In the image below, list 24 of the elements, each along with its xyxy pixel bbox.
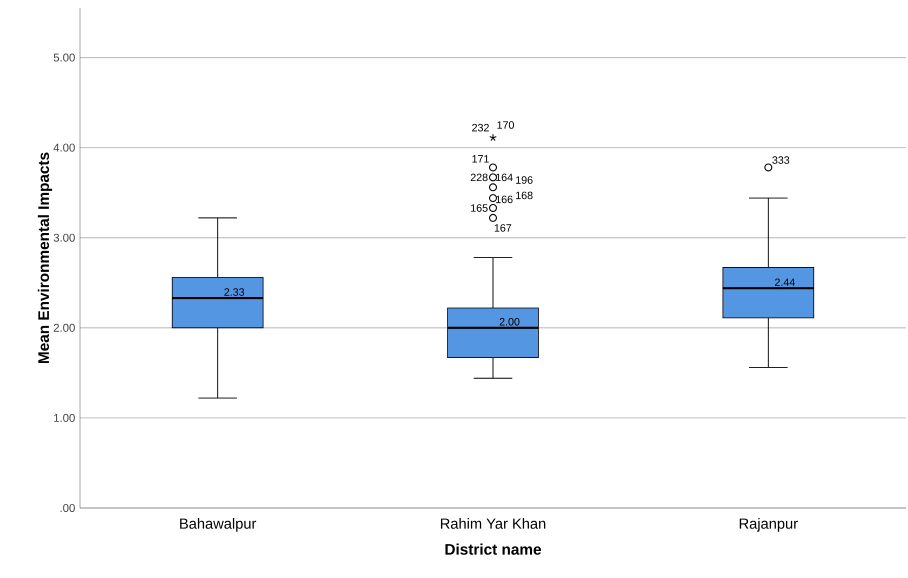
annotation: 232: [472, 124, 489, 132]
annotation: 166: [496, 196, 513, 204]
annotation: 196: [516, 176, 533, 184]
annotation: 171: [472, 155, 489, 163]
annotation: 228: [470, 174, 488, 182]
annotation: 2.00: [500, 318, 520, 326]
y-tick-label: 4.00: [53, 144, 75, 152]
x-tick-label: Rajanpur: [740, 518, 798, 532]
x-axis-title: District name: [445, 544, 542, 555]
y-tick-label: .00: [60, 504, 75, 512]
annotation: 2.33: [224, 288, 244, 296]
x-tick-label: Rahim Yar Khan: [440, 518, 546, 529]
annotation: 168: [516, 192, 533, 200]
annotation: 2.44: [775, 278, 795, 286]
y-tick-label: 3.00: [54, 234, 75, 242]
annotation: 170: [497, 121, 514, 129]
annotation: 333: [772, 156, 790, 164]
annotation: 167: [494, 224, 512, 232]
y-tick-label: 1.00: [54, 414, 75, 422]
y-axis-title: Mean Environmental Impacts: [38, 152, 52, 364]
annotation: 165: [471, 204, 488, 212]
y-tick-label: 5.00: [54, 54, 75, 62]
x-tick-label: Bahawalpur: [180, 518, 256, 532]
y-tick-label: 2.00: [54, 324, 75, 332]
